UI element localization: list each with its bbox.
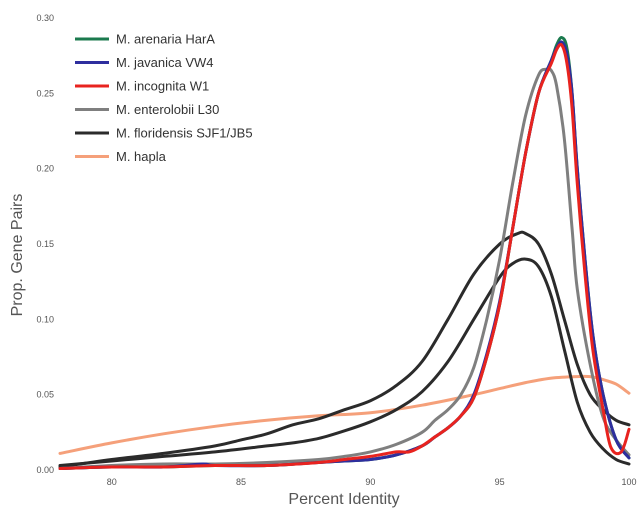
x-tick-label: 100 — [621, 477, 636, 487]
y-tick-label: 0.10 — [36, 314, 54, 324]
y-axis-title: Prop. Gene Pairs — [9, 194, 26, 317]
y-tick-label: 0.30 — [36, 13, 54, 23]
series-line-m-incognita-w1-2 — [58, 42, 631, 470]
x-tick-label: 80 — [107, 477, 117, 487]
y-tick-label: 0.05 — [36, 390, 54, 400]
x-tick-label: 90 — [365, 477, 375, 487]
y-tick-label: 0.00 — [36, 465, 54, 475]
x-tick-label: 85 — [236, 477, 246, 487]
x-axis: 80 85 90 95 100 — [107, 477, 637, 487]
legend-label: M. javanica VW4 — [116, 55, 214, 70]
series-line-m-hapla-6 — [58, 374, 631, 455]
legend-label: M. floridensis SJF1/JB5 — [116, 126, 253, 141]
series-layer — [58, 36, 631, 470]
legend-label: M. arenaria HarA — [116, 32, 215, 47]
series-line-m-floridensis-sjf1-jb5-5 — [58, 230, 631, 469]
series-line-m-enterolobii-l30-3 — [58, 67, 631, 470]
y-axis: 0.00 0.05 0.10 0.15 0.20 0.25 0.30 — [36, 13, 54, 475]
legend: M. arenaria HarA M. javanica VW4 M. incogn… — [75, 32, 253, 164]
legend-label: M. hapla — [116, 149, 167, 164]
y-tick-label: 0.20 — [36, 164, 54, 174]
series-line-m-floridensis-sjf1-jb5-4 — [58, 257, 631, 467]
legend-label: M. enterolobii L30 — [116, 102, 219, 117]
y-tick-label: 0.25 — [36, 88, 54, 98]
y-tick-label: 0.15 — [36, 239, 54, 249]
legend-label: M. incognita W1 — [116, 79, 209, 94]
x-tick-label: 95 — [495, 477, 505, 487]
x-axis-title: Percent Identity — [288, 491, 399, 508]
